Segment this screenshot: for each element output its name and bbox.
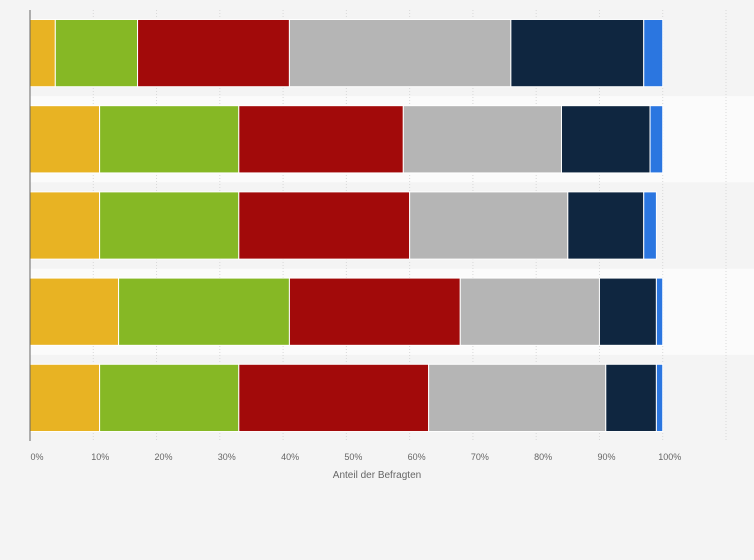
bar-segment-row2-series6[interactable] <box>649 105 664 174</box>
bar-segment-row2-series5[interactable] <box>560 105 651 174</box>
x-tick-label: 10% <box>91 452 109 462</box>
x-axis-title: Anteil der Befragten <box>333 470 421 481</box>
bar-segment-row4-series6[interactable] <box>655 277 664 346</box>
x-tick-label: 80% <box>534 452 552 462</box>
x-tick-label: 60% <box>408 452 426 462</box>
bar-segment-row5-series2[interactable] <box>99 363 240 433</box>
bar-segment-row3-series4[interactable] <box>409 191 569 260</box>
bar-segment-row1-series5[interactable] <box>510 18 645 88</box>
bar-segment-row2-series1[interactable] <box>29 105 101 174</box>
bar-segment-row3-series5[interactable] <box>567 191 645 260</box>
bar-segment-row1-series2[interactable] <box>54 18 139 88</box>
bar-segment-row5-series5[interactable] <box>605 363 657 433</box>
bar-segment-row2-series4[interactable] <box>402 105 562 174</box>
bar-segment-row4-series4[interactable] <box>459 277 600 346</box>
bar-segment-row5-series4[interactable] <box>428 363 607 433</box>
bar-segment-row4-series1[interactable] <box>29 277 120 346</box>
bar-segment-row2-series3[interactable] <box>238 105 404 174</box>
x-tick-label: 40% <box>281 452 299 462</box>
bar-segment-row1-series1[interactable] <box>29 18 56 88</box>
x-tick-labels: 0% 10% 20% 30% 40% 50% 60% 70% 80% 90% 100% <box>30 452 681 462</box>
bar-segment-row5-series1[interactable] <box>29 363 101 433</box>
x-tick-label: 0% <box>30 452 43 462</box>
x-tick-label: 50% <box>344 452 362 462</box>
bar-segment-row1-series6[interactable] <box>643 18 664 88</box>
x-tick-label: 70% <box>471 452 489 462</box>
bar-segment-row3-series1[interactable] <box>29 191 101 260</box>
bar-segment-row4-series3[interactable] <box>288 277 461 346</box>
bar-segment-row4-series5[interactable] <box>598 277 657 346</box>
bar-segment-row2-series2[interactable] <box>99 105 240 174</box>
x-tick-label: 90% <box>597 452 615 462</box>
bar-segment-row1-series4[interactable] <box>288 18 512 88</box>
x-tick-label: 100% <box>658 452 681 462</box>
x-tick-label: 30% <box>218 452 236 462</box>
bar-segment-row3-series6[interactable] <box>643 191 657 260</box>
bar-segment-row1-series3[interactable] <box>137 18 290 88</box>
bar-segment-row3-series2[interactable] <box>99 191 240 260</box>
bars-group <box>29 18 664 433</box>
bar-segment-row5-series6[interactable] <box>655 363 664 433</box>
x-tick-label: 20% <box>155 452 173 462</box>
bar-segment-row3-series3[interactable] <box>238 191 411 260</box>
bar-segment-row4-series2[interactable] <box>118 277 290 346</box>
bar-segment-row5-series3[interactable] <box>238 363 430 433</box>
